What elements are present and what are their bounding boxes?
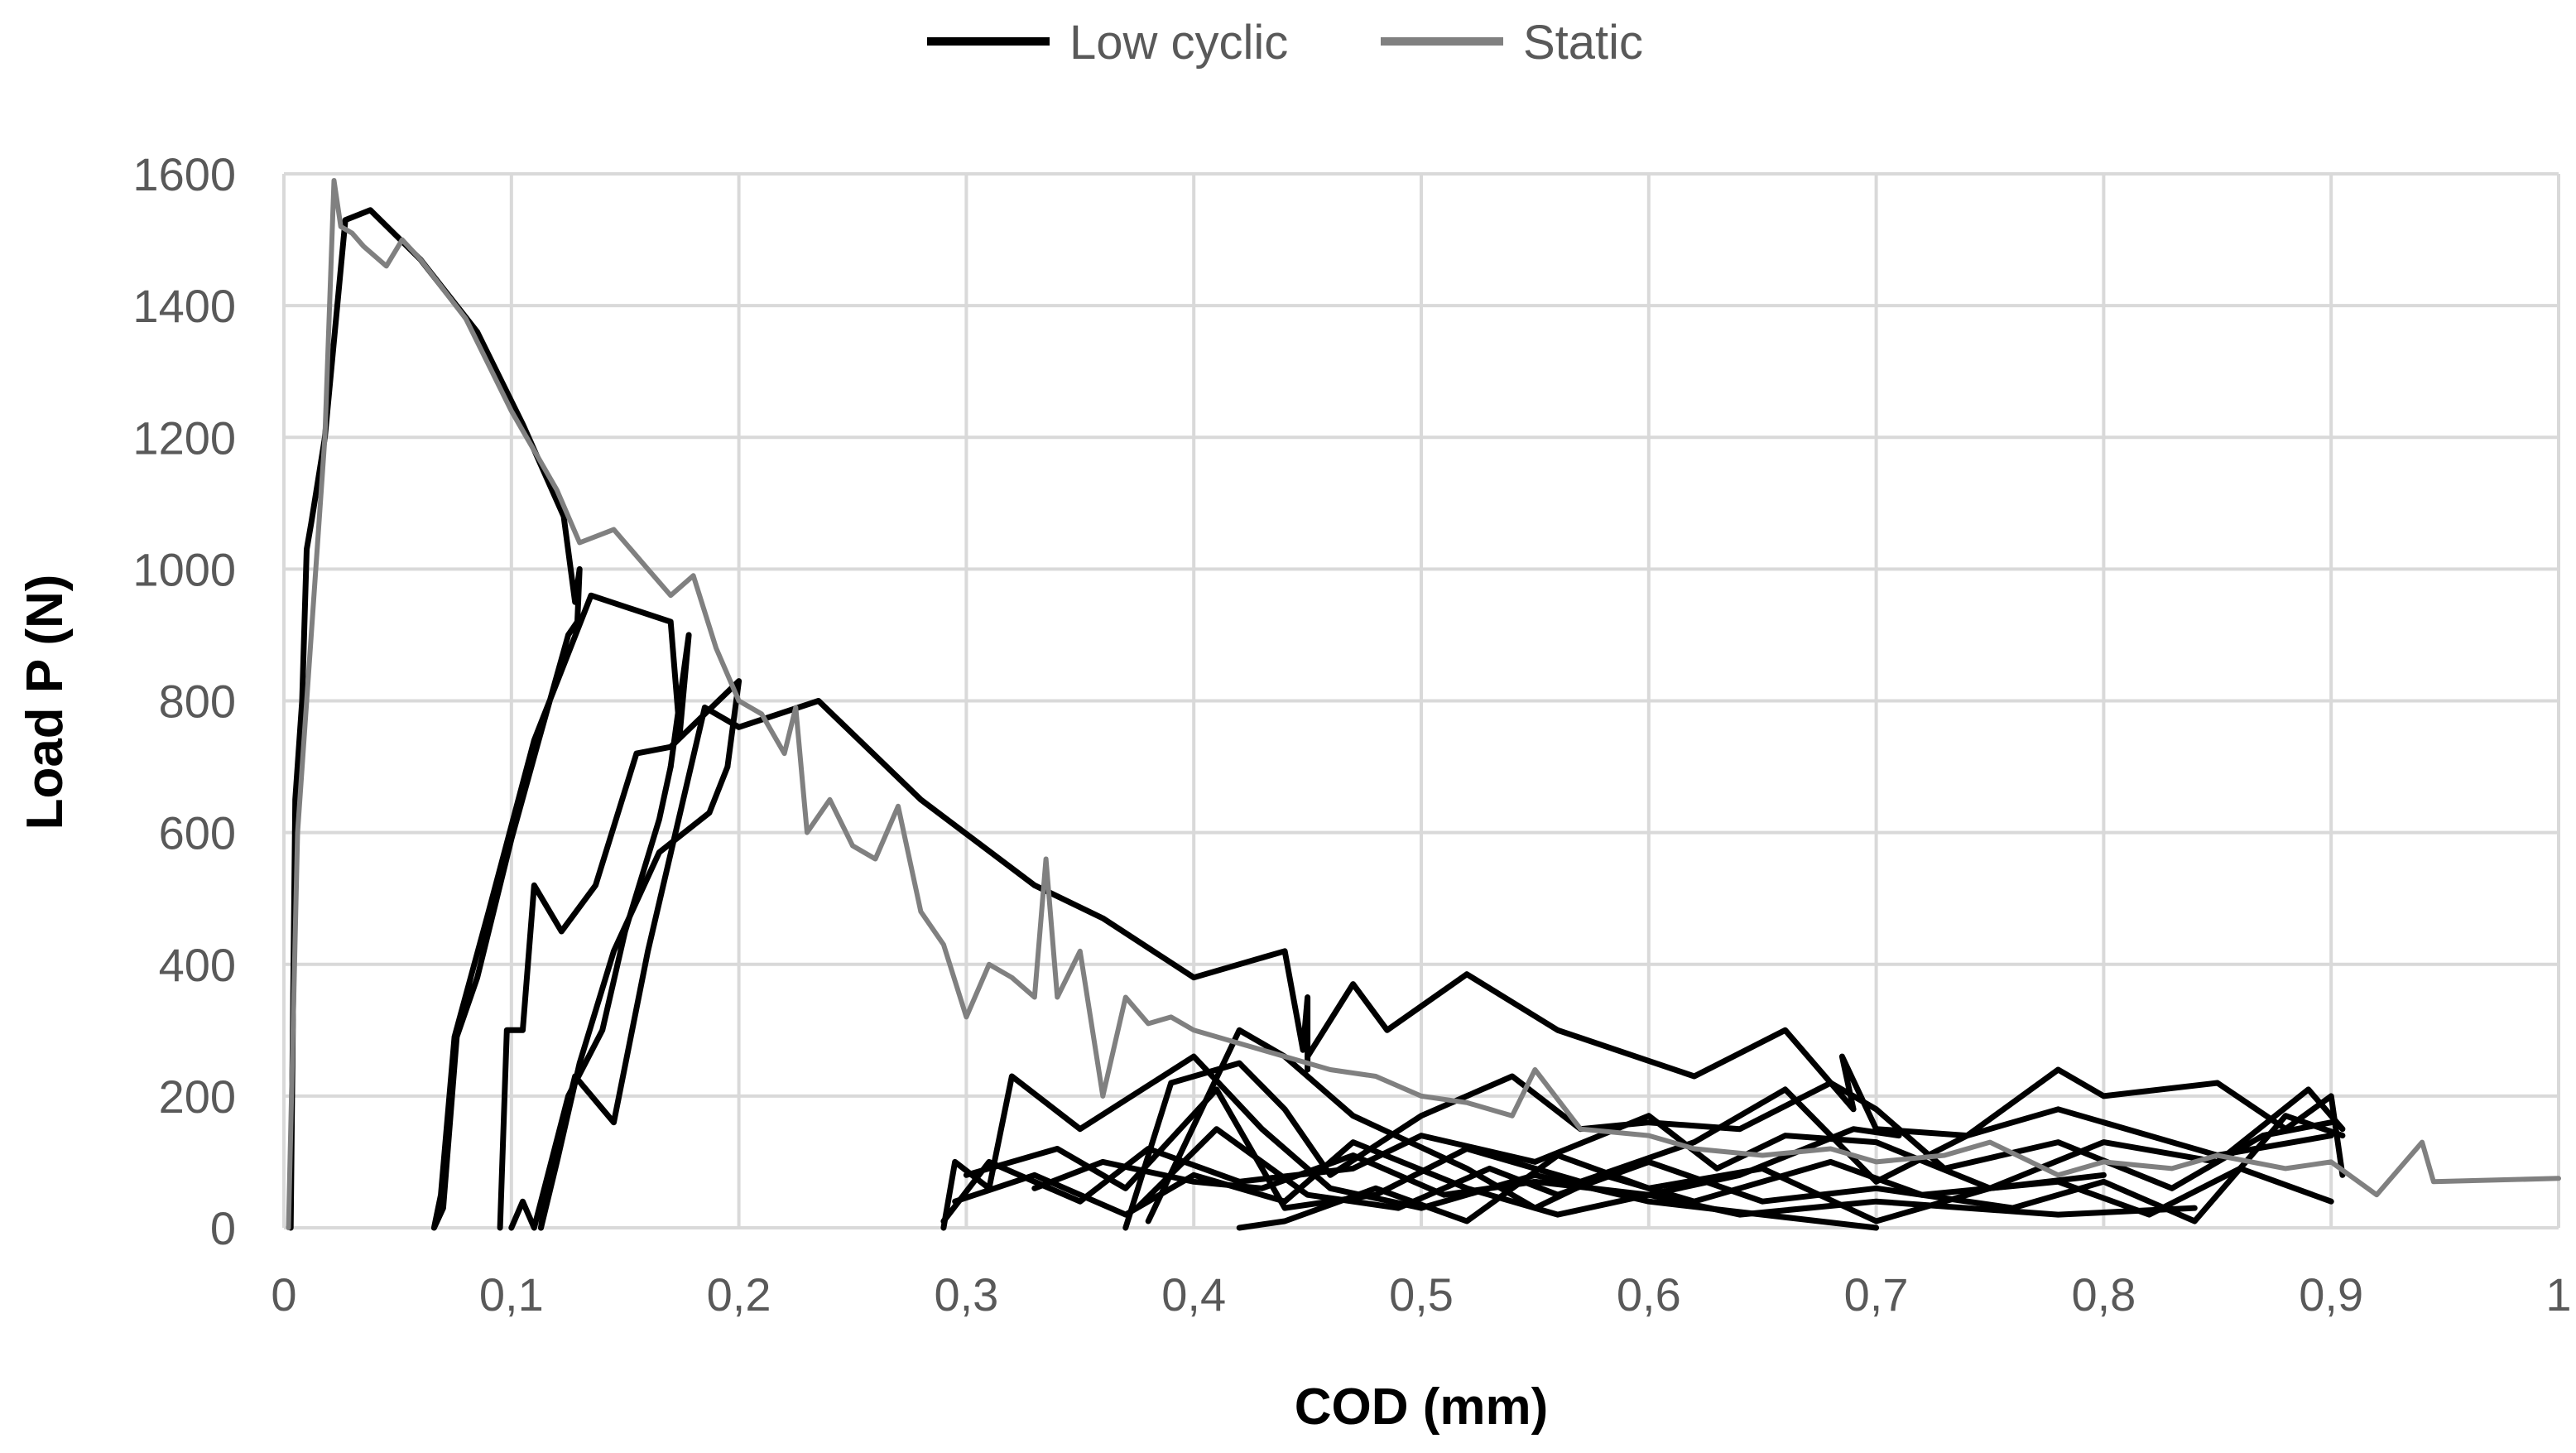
series-line-low-cyclic [287, 207, 583, 1231]
y-axis-title: Load P (N) [17, 575, 74, 830]
x-tick-label: 0,1 [479, 1268, 544, 1321]
x-tick-label: 0,4 [1161, 1268, 1226, 1321]
y-tick-label: 400 [159, 939, 236, 991]
x-tick-label: 0,7 [1844, 1268, 1909, 1321]
y-tick-label: 600 [159, 807, 236, 859]
tick-labels: 0 200 400 600 800 1000 1200 1400 1600 0 0,1 0,2 0,3 0… [132, 148, 2571, 1321]
grid [282, 172, 2560, 1229]
series-line-low-cyclic [952, 1139, 2198, 1218]
x-tick-label: 0,3 [934, 1268, 998, 1321]
x-tick-label: 0 [271, 1268, 296, 1321]
series-line-low-cyclic [1873, 1066, 2346, 1178]
x-tick-label: 0,9 [2299, 1268, 2363, 1321]
y-tick-label: 800 [159, 676, 236, 728]
series-low-cyclic [287, 207, 2346, 1231]
x-tick-label: 0,8 [2071, 1268, 2136, 1321]
legend: Low cyclic Static [927, 16, 1643, 70]
series-line-low-cyclic [940, 1113, 2107, 1224]
y-tick-label: 200 [159, 1071, 236, 1123]
y-tick-label: 1600 [132, 148, 236, 200]
series-line-low-cyclic [1122, 1060, 2334, 1231]
series-line-low-cyclic [508, 763, 674, 1231]
series-line-low-cyclic [430, 592, 692, 1231]
y-tick-label: 1200 [132, 411, 236, 464]
y-tick-label: 0 [210, 1202, 236, 1254]
series-static [286, 178, 2561, 1230]
x-tick-label: 0,5 [1389, 1268, 1454, 1321]
series-lines [286, 178, 2561, 1231]
series-line-low-cyclic [963, 1086, 2334, 1211]
x-tick-label: 0,2 [707, 1268, 771, 1321]
series-line-low-cyclic [538, 698, 1311, 1231]
series-line-low-cyclic [1031, 1126, 1902, 1198]
x-tick-label: 1 [2545, 1268, 2571, 1321]
series-line-low-cyclic [1145, 1027, 2334, 1224]
y-tick-label: 1000 [132, 543, 236, 595]
series-line-low-cyclic [1305, 971, 1880, 1133]
series-line-static [286, 178, 2561, 1230]
legend-label-static: Static [1523, 16, 1643, 70]
legend-label-low-cyclic: Low cyclic [1069, 16, 1288, 70]
x-tick-label: 0,6 [1617, 1268, 1681, 1321]
series-line-low-cyclic [538, 763, 731, 1231]
x-axis-title: COD (mm) [1295, 1378, 1549, 1436]
y-tick-label: 1400 [132, 280, 236, 332]
